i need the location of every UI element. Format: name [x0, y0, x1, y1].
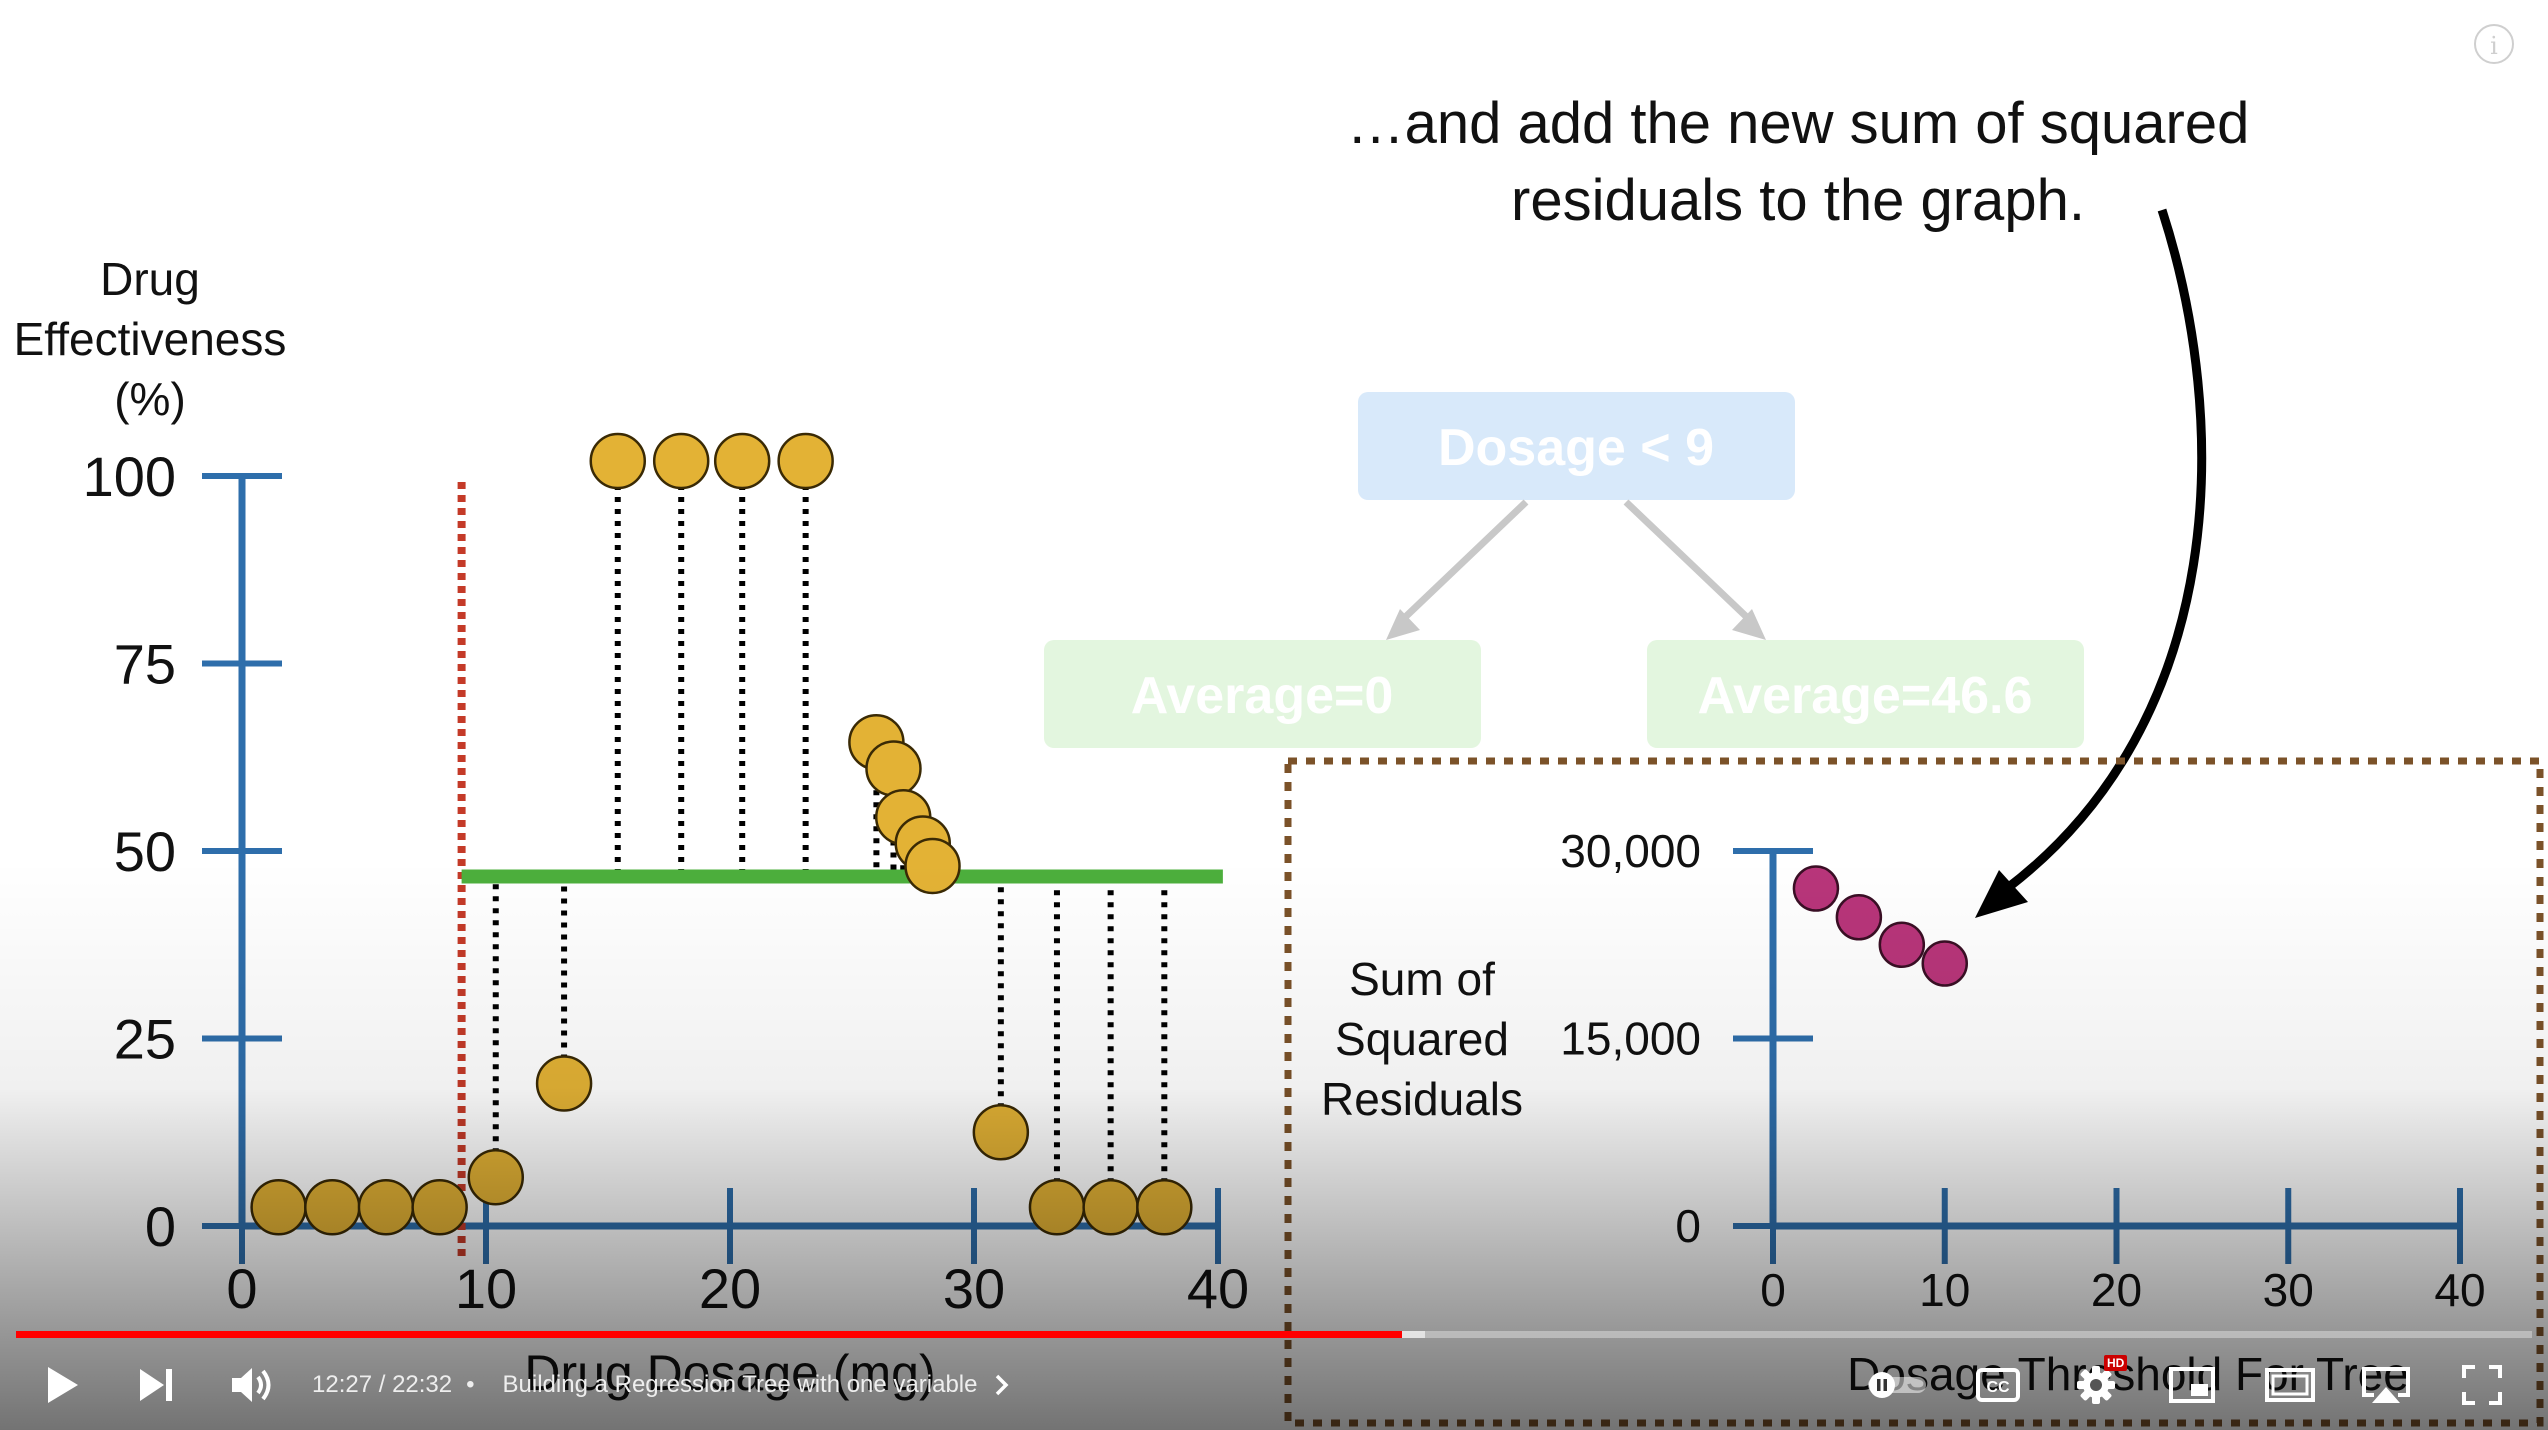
data-point	[652, 432, 710, 490]
ssr-chart: Sum of Squared Residuals Dosage Threshol…	[1284, 757, 2544, 1427]
airplay-icon	[2362, 1367, 2410, 1403]
ssr-point	[1878, 921, 1926, 968]
tree-right-label: Average=46.6	[1698, 667, 2033, 725]
left-y-tick-label: 25	[114, 1008, 176, 1071]
left-x-tick-label: 10	[455, 1257, 517, 1320]
info-icon[interactable]: i	[2474, 24, 2514, 64]
right-x-tick-label: 40	[2434, 1264, 2485, 1316]
annotation-line-2: residuals to the graph.	[1511, 168, 2085, 233]
next-icon	[140, 1369, 172, 1401]
right-y-tick-label: 15,000	[1560, 1013, 1701, 1065]
separator-dot: •	[466, 1371, 475, 1398]
theater-mode-button[interactable]	[2258, 1345, 2322, 1425]
left-y-tick-label: 100	[83, 445, 176, 508]
regression-tree: Dosage < 9 Average=0 Average=46.6	[1044, 392, 2084, 748]
right-y-tick-label: 0	[1675, 1200, 1701, 1252]
volume-button[interactable]	[220, 1345, 284, 1425]
tree-left-leaf	[1044, 640, 1481, 748]
data-point	[713, 432, 771, 490]
right-x-tick-label: 30	[2263, 1264, 2314, 1316]
data-point	[1082, 1179, 1139, 1236]
data-point	[357, 1179, 415, 1236]
progress-bar[interactable]	[16, 1331, 2532, 1338]
miniplayer-icon	[2169, 1367, 2215, 1403]
tree-root-label: Dosage < 9	[1438, 419, 1714, 477]
right-y-tick-label: 30,000	[1560, 825, 1701, 877]
chapter-title-text: Building a Regression Tree with one vari…	[502, 1371, 978, 1398]
miniplayer-button[interactable]	[2160, 1345, 2224, 1425]
settings-button[interactable]: HD	[2064, 1345, 2128, 1425]
left-x-tick-label: 30	[943, 1257, 1005, 1320]
hd-badge: HD	[2104, 1355, 2128, 1371]
time-display: 12:27 / 22:32 • Building a Regression Tr…	[312, 1367, 1015, 1403]
right-y-label-line-1: Sum of	[1349, 953, 1495, 1005]
drug-effectiveness-chart: Drug Effectiveness (%) Drug Dosage (mg) …	[14, 253, 1250, 1401]
volume-icon	[232, 1368, 271, 1402]
right-x-tick-label: 0	[1760, 1264, 1786, 1316]
left-x-tick-label: 0	[226, 1257, 257, 1320]
airplay-button[interactable]	[2352, 1345, 2420, 1425]
ssr-point	[1921, 940, 1968, 987]
data-point	[1028, 1179, 1086, 1236]
annotation-arrow	[1975, 208, 2207, 918]
data-point	[589, 432, 647, 490]
data-point	[535, 1055, 593, 1112]
settings-icon	[2077, 1366, 2115, 1404]
annotation-line-1: …and add the new sum of squared	[1347, 91, 2250, 156]
tree-right-leaf	[1647, 640, 2084, 748]
data-point	[904, 837, 961, 895]
play-icon	[48, 1367, 78, 1403]
left-y-tick-label: 50	[114, 820, 176, 883]
data-point	[777, 432, 834, 490]
tree-root-node	[1358, 392, 1795, 500]
left-y-label-line-3: (%)	[114, 373, 186, 425]
theater-icon	[2265, 1368, 2315, 1402]
captions-button[interactable]: CC	[1966, 1345, 2030, 1425]
data-point	[250, 1179, 307, 1236]
data-point	[865, 740, 922, 797]
left-y-label-line-2: Effectiveness	[14, 313, 287, 365]
chevron-right-icon	[996, 1374, 1009, 1396]
left-x-tick-label: 20	[699, 1257, 761, 1320]
data-point	[411, 1179, 468, 1236]
next-button[interactable]	[124, 1345, 188, 1425]
ssr-point	[1792, 865, 1840, 912]
data-point	[304, 1179, 361, 1236]
fullscreen-icon	[2462, 1365, 2502, 1405]
tree-left-label: Average=0	[1131, 667, 1394, 725]
right-y-label-line-3: Residuals	[1321, 1073, 1523, 1125]
autoplay-toggle[interactable]	[1862, 1345, 1932, 1425]
right-x-tick-label: 10	[1919, 1264, 1970, 1316]
left-y-tick-label: 0	[145, 1195, 176, 1258]
left-y-tick-label: 75	[114, 633, 176, 696]
data-point	[1136, 1179, 1193, 1236]
chapter-title[interactable]: Building a Regression Tree with one vari…	[503, 1367, 1016, 1403]
ssr-point	[1835, 894, 1883, 941]
play-button[interactable]	[30, 1345, 94, 1425]
time-readout: 12:27 / 22:32	[312, 1371, 453, 1398]
progress-played	[16, 1331, 1403, 1338]
captions-icon: CC	[1976, 1368, 2020, 1402]
player-controls: 12:27 / 22:32 • Building a Regression Tr…	[0, 1345, 2548, 1425]
left-y-label-line-1: Drug	[100, 253, 200, 305]
data-point	[467, 1149, 525, 1206]
right-y-label-line-2: Squared	[1335, 1013, 1509, 1065]
fullscreen-button[interactable]	[2450, 1345, 2514, 1425]
left-x-tick-label: 40	[1187, 1257, 1249, 1320]
autoplay-toggle-icon	[1868, 1372, 1926, 1398]
data-point	[972, 1104, 1030, 1161]
svg-text:CC: CC	[1986, 1379, 2010, 1396]
right-x-tick-label: 20	[2091, 1264, 2142, 1316]
